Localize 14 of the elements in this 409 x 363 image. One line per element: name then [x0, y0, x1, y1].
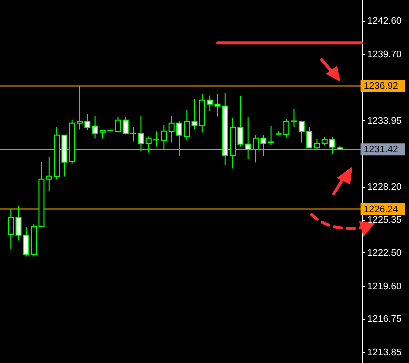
candlestick — [268, 126, 274, 146]
ref-line-label: 1236.92 — [364, 81, 398, 92]
y-tick-label: 1239.70 — [368, 50, 402, 61]
y-tick-label: 1228.20 — [368, 182, 402, 194]
y-tick-label: 1219.60 — [368, 281, 402, 292]
y-tick-label: 1216.75 — [368, 314, 402, 326]
y-tick-label: 1222.50 — [368, 248, 402, 259]
y-tick-label: 1213.85 — [368, 348, 402, 359]
candlestick — [8, 208, 14, 250]
y-tick-label: 1225.35 — [368, 215, 402, 226]
ref-line-label: 1231.42 — [364, 144, 398, 156]
y-tick-label: 1242.60 — [368, 16, 402, 28]
y-tick-label: 1233.95 — [368, 116, 402, 127]
ref-line-label: 1226.24 — [364, 204, 398, 216]
